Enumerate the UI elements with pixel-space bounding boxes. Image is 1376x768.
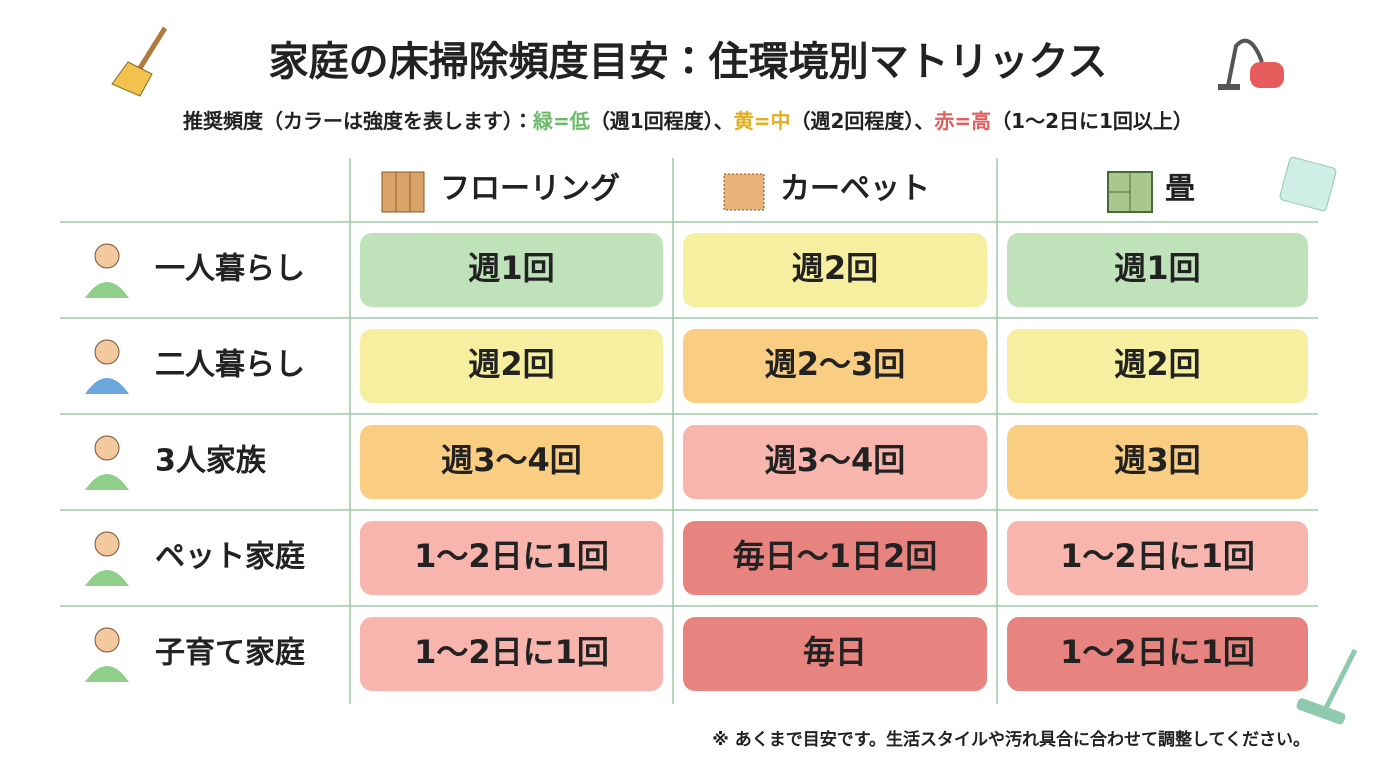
cell-bg (683, 521, 987, 595)
cell-bg (1007, 425, 1308, 499)
flooring-icon (381, 171, 425, 213)
column-header: フローリング (440, 172, 620, 207)
cell-value: 週2回 (792, 249, 878, 287)
cell-value: 週2回 (1114, 345, 1200, 383)
cell-value: 週3回 (1114, 441, 1200, 479)
vacuum-icon (1218, 38, 1284, 90)
legend: 推奨頻度（カラーは強度を表します）：緑=低（週1回程度）、黄=中（週2回程度）、… (183, 109, 1193, 133)
cell-value: 週1回 (1114, 249, 1200, 287)
table: フローリング カーペット 畳一人暮らし 週1回 週2回 週1回二人暮らし 週2回 週2〜3回週… (60, 158, 1318, 704)
broom-icon (111, 26, 168, 97)
cloth-icon (1279, 156, 1337, 212)
cell-bg (1007, 617, 1308, 691)
row-label: 二人暮らし (155, 348, 305, 383)
legend-text: 推奨頻度（カラーは強度を表します）： (183, 109, 533, 133)
row-label: ペット家庭 (155, 540, 306, 575)
person-icon-body (85, 378, 129, 394)
mop-icon (1296, 648, 1358, 725)
cell-value: 週2〜3回 (765, 345, 906, 383)
person-icon-body (85, 282, 129, 298)
person-icon-head (94, 627, 120, 653)
cell-bg (360, 425, 663, 499)
cell-bg (683, 617, 987, 691)
person-icon-body (85, 570, 129, 586)
cell-value: 1〜2日に1回 (414, 633, 609, 671)
cell-value: 1〜2日に1回 (1060, 537, 1255, 575)
legend-text: （1〜2日に1回以上） (991, 109, 1193, 133)
cell-value: 週1回 (468, 249, 554, 287)
title: 家庭の床掃除頻度目安：住環境別マトリックス (269, 39, 1108, 85)
cell-value: 週3〜4回 (441, 441, 582, 479)
carpet-icon (723, 173, 765, 211)
person-icon-head (94, 243, 120, 269)
footnote: ※ あくまで目安です。生活スタイルや汚れ具合に合わせて調整してください。 (712, 729, 1310, 750)
legend-high: 赤=高 (933, 109, 991, 133)
cell-value: 毎日 (803, 633, 867, 671)
cell-bg (360, 617, 663, 691)
column-header: カーペット (780, 172, 930, 207)
person-icon-body (85, 666, 129, 682)
person-icon-head (94, 435, 120, 461)
cell-bg (360, 233, 663, 307)
person-icon-head (94, 531, 120, 557)
legend-mid: 黄=中 (734, 109, 791, 133)
cell-bg (683, 329, 987, 403)
cell-bg (683, 233, 987, 307)
legend-text: （週2回程度）、 (791, 109, 935, 133)
row-label: 子育て家庭 (155, 636, 306, 671)
cell-value: 週2回 (468, 345, 554, 383)
person-icon-head (94, 339, 120, 365)
cell-bg (360, 329, 663, 403)
row-label: 3人家族 (155, 444, 267, 479)
cell-value: 週3〜4回 (765, 441, 906, 479)
cell-bg (1007, 233, 1308, 307)
legend-text: （週1回程度）、 (590, 109, 734, 133)
legend-low: 緑=低 (532, 109, 590, 133)
cell-value: 毎日〜1日2回 (733, 537, 938, 575)
cell-value: 1〜2日に1回 (414, 537, 609, 575)
cell-bg (1007, 329, 1308, 403)
cell-bg (360, 521, 663, 595)
column-header: 畳 (1165, 172, 1195, 207)
cell-value: 1〜2日に1回 (1060, 633, 1255, 671)
tatami-icon (1107, 171, 1153, 213)
person-icon-body (85, 474, 129, 490)
cell-bg (1007, 521, 1308, 595)
cell-bg (683, 425, 987, 499)
row-label: 一人暮らし (155, 252, 305, 287)
